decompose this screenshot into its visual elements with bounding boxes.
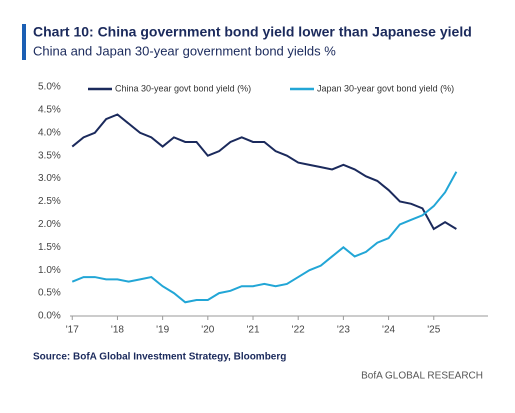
title-accent <box>22 24 26 60</box>
line-series <box>71 113 457 231</box>
x-tick-label: '22 <box>292 325 305 336</box>
y-tick-label: 2.0% <box>38 219 61 230</box>
x-tick-label: '21 <box>246 325 259 336</box>
chart-title: Chart 10: China government bond yield lo… <box>33 24 472 40</box>
y-tick-label: 3.5% <box>38 150 61 161</box>
y-tick-label: 0.0% <box>38 311 61 322</box>
y-tick-label: 4.0% <box>38 127 61 138</box>
legend-label: Japan 30-year govt bond yield (%) <box>317 83 454 93</box>
y-tick-label: 5.0% <box>38 82 61 93</box>
y-tick-label: 2.5% <box>38 196 61 207</box>
legend-label: China 30-year govt bond yield (%) <box>115 83 251 93</box>
source: Source: BofA Global Investment Strategy,… <box>33 352 286 363</box>
line-series <box>71 171 458 304</box>
y-tick-label: 0.5% <box>38 288 61 299</box>
brand: BofA GLOBAL RESEARCH <box>361 371 483 382</box>
x-tick-label: '17 <box>66 325 79 336</box>
x-tick-label: '24 <box>382 325 395 336</box>
y-tick-label: 4.5% <box>38 105 61 116</box>
x-tick-label: '20 <box>201 325 214 336</box>
x-tick-label: '23 <box>337 325 350 336</box>
y-tick-label: 1.0% <box>38 265 61 276</box>
chart-subtitle: China and Japan 30-year government bond … <box>33 43 336 58</box>
x-tick-label: '18 <box>111 325 124 336</box>
x-tick-label: '19 <box>156 325 169 336</box>
y-tick-label: 3.0% <box>38 173 61 184</box>
x-tick-label: '25 <box>427 325 440 336</box>
y-tick-label: 1.5% <box>38 242 61 253</box>
